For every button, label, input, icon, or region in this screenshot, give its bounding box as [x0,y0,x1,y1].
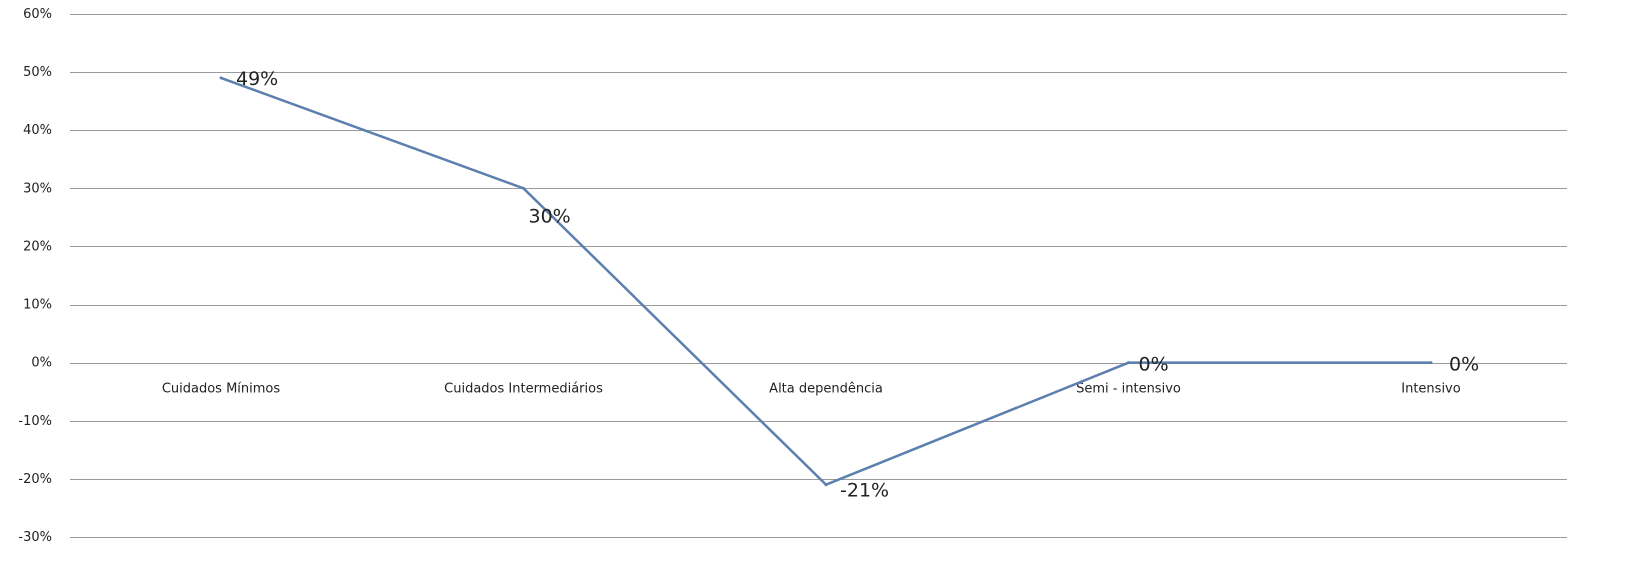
y-tick-label: -30% [18,530,52,545]
x-tick-label: Alta dependência [769,382,883,397]
y-axis-ticks: 60% 50% 40% 30% 20% 10% 0% -10% -20% -30% [18,7,52,545]
data-point [522,186,525,190]
data-label: -21% [840,480,889,502]
data-point [1127,361,1130,365]
data-label: 0% [1449,354,1479,376]
y-tick-label: 60% [23,7,52,22]
x-tick-label: Intensivo [1401,382,1460,397]
y-tick-label: 0% [31,356,52,371]
x-axis-ticks: Cuidados Mínimos Cuidados Intermediários A… [162,382,1461,397]
y-tick-label: 10% [23,298,52,313]
data-label: 0% [1139,354,1169,376]
x-tick-label: Cuidados Mínimos [162,382,281,397]
data-point [824,483,828,487]
data-label: 30% [529,205,571,227]
series-line [220,76,1431,487]
y-tick-label: 20% [23,239,52,254]
x-tick-label: Semi - intensivo [1076,382,1181,397]
y-tick-label: 40% [23,123,52,138]
y-tick-label: -20% [18,472,52,487]
y-tick-label: 50% [23,65,52,80]
data-point [219,76,223,80]
data-label: 49% [236,68,278,90]
y-tick-label: -10% [18,414,52,429]
data-labels: 49% 30% -21% 0% 0% [236,68,1479,502]
gridlines [70,14,1567,538]
series-layer [219,76,1433,487]
x-tick-label: Cuidados Intermediários [444,382,603,397]
y-tick-label: 30% [23,181,52,196]
data-point [1429,361,1433,365]
